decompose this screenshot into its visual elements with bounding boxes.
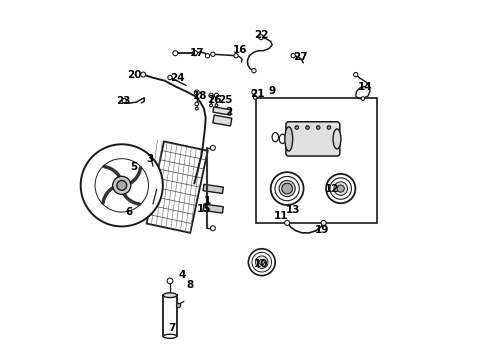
Circle shape <box>113 176 131 194</box>
Circle shape <box>210 145 215 150</box>
Circle shape <box>252 90 256 94</box>
Circle shape <box>252 68 256 73</box>
Text: 25: 25 <box>218 95 233 105</box>
Text: 14: 14 <box>357 82 372 92</box>
Ellipse shape <box>286 135 292 145</box>
Circle shape <box>361 97 365 100</box>
Text: 7: 7 <box>168 323 175 333</box>
Ellipse shape <box>270 172 304 205</box>
Text: 2: 2 <box>225 107 233 117</box>
Circle shape <box>214 93 219 98</box>
Circle shape <box>176 303 181 307</box>
Text: 10: 10 <box>254 259 269 269</box>
Circle shape <box>209 93 213 98</box>
Bar <box>256 98 377 223</box>
Circle shape <box>205 54 210 58</box>
Circle shape <box>195 102 198 106</box>
Circle shape <box>215 104 218 107</box>
Circle shape <box>194 90 199 95</box>
Bar <box>213 115 232 126</box>
Polygon shape <box>147 141 208 233</box>
Text: 18: 18 <box>193 91 208 101</box>
Circle shape <box>81 144 163 226</box>
Text: 12: 12 <box>325 184 340 194</box>
Circle shape <box>253 96 257 99</box>
Circle shape <box>211 52 215 57</box>
Bar <box>203 184 223 193</box>
Text: 5: 5 <box>131 162 138 172</box>
Text: 20: 20 <box>127 69 142 80</box>
Circle shape <box>282 183 293 194</box>
Text: 21: 21 <box>250 89 265 99</box>
Text: 19: 19 <box>315 225 329 235</box>
Circle shape <box>291 54 295 58</box>
Circle shape <box>259 35 264 40</box>
Circle shape <box>317 126 320 129</box>
Ellipse shape <box>285 127 293 151</box>
Ellipse shape <box>248 249 275 275</box>
Circle shape <box>196 107 198 110</box>
Circle shape <box>234 54 238 58</box>
Ellipse shape <box>272 132 279 142</box>
Circle shape <box>295 126 298 129</box>
Text: 24: 24 <box>170 73 184 83</box>
Text: 17: 17 <box>190 48 204 58</box>
Text: 11: 11 <box>273 211 288 221</box>
Ellipse shape <box>333 129 341 149</box>
Bar <box>203 204 223 213</box>
Circle shape <box>210 226 215 231</box>
Circle shape <box>193 51 197 56</box>
Text: 13: 13 <box>286 205 300 215</box>
Circle shape <box>167 278 173 284</box>
Ellipse shape <box>275 176 299 201</box>
FancyBboxPatch shape <box>286 122 340 156</box>
Circle shape <box>306 126 309 129</box>
Text: 27: 27 <box>293 52 308 62</box>
Ellipse shape <box>252 252 271 272</box>
Bar <box>163 295 177 336</box>
Ellipse shape <box>279 180 295 197</box>
Text: 8: 8 <box>186 280 193 291</box>
Text: 1: 1 <box>204 197 211 206</box>
Circle shape <box>141 72 146 77</box>
Text: 26: 26 <box>207 95 222 105</box>
Circle shape <box>122 99 126 103</box>
Ellipse shape <box>163 334 177 338</box>
Text: 9: 9 <box>268 86 275 96</box>
Circle shape <box>327 126 331 129</box>
Circle shape <box>173 51 178 56</box>
Text: 22: 22 <box>254 30 269 40</box>
Text: 6: 6 <box>125 207 132 217</box>
Bar <box>213 107 231 115</box>
Circle shape <box>285 220 290 225</box>
Text: 23: 23 <box>116 96 131 107</box>
Ellipse shape <box>337 185 344 192</box>
Ellipse shape <box>259 260 265 265</box>
Ellipse shape <box>334 182 347 195</box>
Text: 4: 4 <box>179 270 186 280</box>
Ellipse shape <box>163 293 177 298</box>
Text: 3: 3 <box>147 154 154 163</box>
Circle shape <box>168 75 172 80</box>
Circle shape <box>117 180 127 190</box>
Text: 15: 15 <box>196 203 211 213</box>
Ellipse shape <box>330 178 351 199</box>
Text: 16: 16 <box>232 45 247 55</box>
Circle shape <box>321 220 326 225</box>
Ellipse shape <box>326 174 355 203</box>
Circle shape <box>354 72 358 77</box>
Ellipse shape <box>256 256 268 269</box>
Ellipse shape <box>279 134 286 144</box>
Circle shape <box>210 104 213 107</box>
